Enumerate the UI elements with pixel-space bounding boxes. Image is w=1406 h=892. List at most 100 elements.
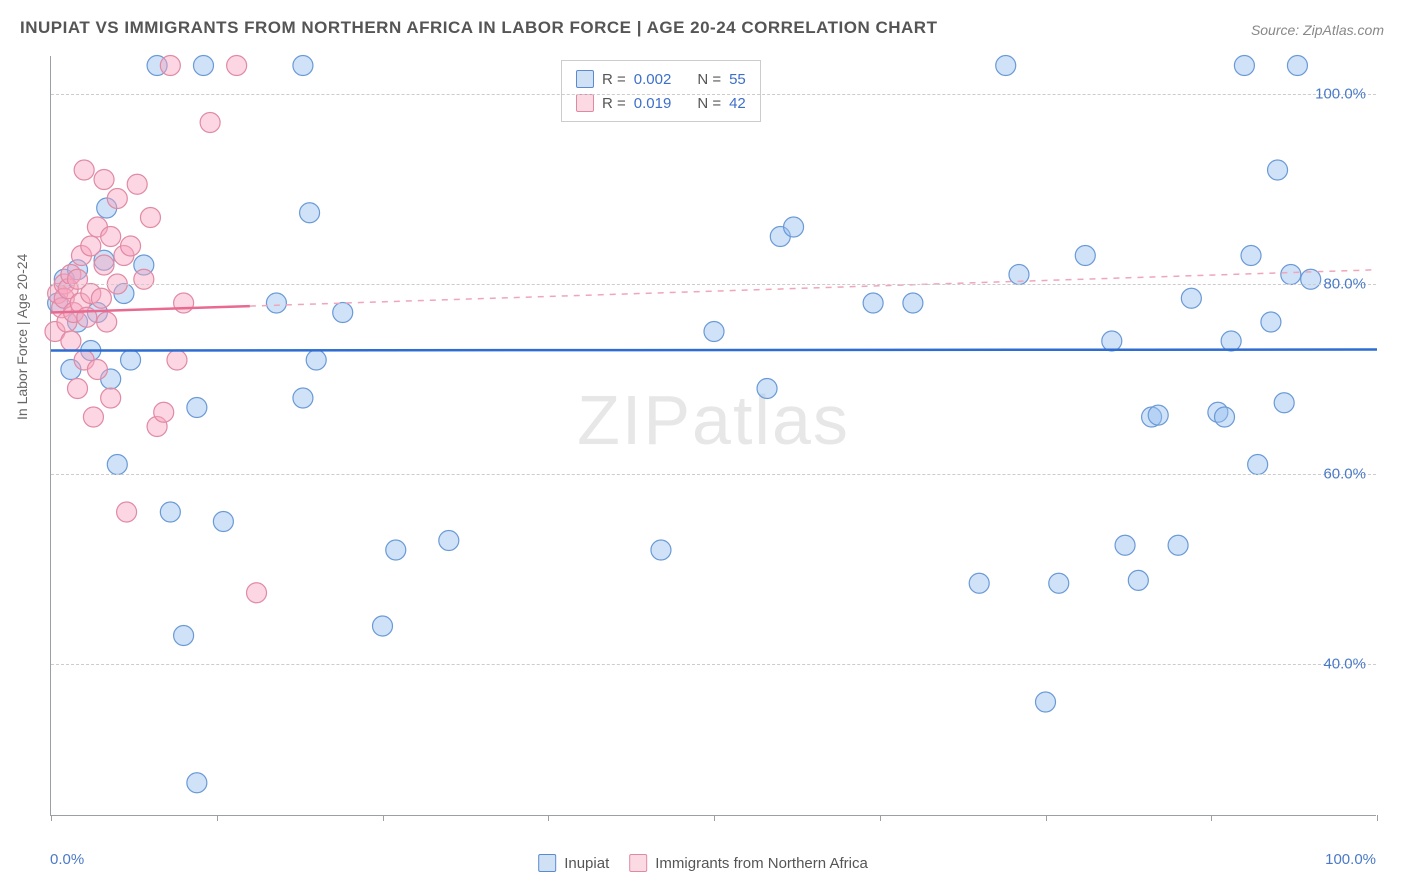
scatter-point xyxy=(154,402,174,422)
scatter-point xyxy=(969,573,989,593)
scatter-point xyxy=(107,189,127,209)
scatter-point xyxy=(247,583,267,603)
scatter-point xyxy=(101,388,121,408)
x-tick-mark xyxy=(714,815,715,821)
scatter-point xyxy=(1287,56,1307,76)
scatter-point xyxy=(651,540,671,560)
scatter-point xyxy=(1248,455,1268,475)
y-tick-label: 60.0% xyxy=(1323,466,1366,483)
scatter-point xyxy=(107,455,127,475)
scatter-point xyxy=(160,56,180,76)
scatter-point xyxy=(293,388,313,408)
x-tick-mark xyxy=(1377,815,1378,821)
chart-title: INUPIAT VS IMMIGRANTS FROM NORTHERN AFRI… xyxy=(20,18,937,38)
scatter-svg xyxy=(51,56,1377,816)
n-value-pink: 42 xyxy=(729,95,746,112)
n-value-blue: 55 xyxy=(729,71,746,88)
scatter-point xyxy=(757,379,777,399)
scatter-point xyxy=(1261,312,1281,332)
scatter-point xyxy=(1221,331,1241,351)
scatter-point xyxy=(996,56,1016,76)
scatter-point xyxy=(1148,405,1168,425)
scatter-point xyxy=(74,160,94,180)
scatter-point xyxy=(127,174,147,194)
x-tick-mark xyxy=(548,815,549,821)
scatter-point xyxy=(140,208,160,228)
y-tick-label: 80.0% xyxy=(1323,276,1366,293)
scatter-point xyxy=(91,288,111,308)
scatter-point xyxy=(174,293,194,313)
scatter-point xyxy=(784,217,804,237)
scatter-point xyxy=(187,773,207,793)
scatter-point xyxy=(1281,265,1301,285)
scatter-point xyxy=(1268,160,1288,180)
trend-line-pink-dash xyxy=(250,270,1377,306)
r-label: R = xyxy=(602,95,626,112)
scatter-point xyxy=(61,331,81,351)
y-tick-label: 40.0% xyxy=(1323,656,1366,673)
scatter-point xyxy=(134,269,154,289)
scatter-point xyxy=(1128,570,1148,590)
scatter-point xyxy=(1181,288,1201,308)
legend-label-immigrants: Immigrants from Northern Africa xyxy=(655,855,868,872)
swatch-pink-icon xyxy=(576,94,594,112)
bottom-legend: Inupiat Immigrants from Northern Africa xyxy=(538,854,868,872)
scatter-point xyxy=(160,502,180,522)
scatter-point xyxy=(293,56,313,76)
scatter-point xyxy=(121,236,141,256)
scatter-point xyxy=(1102,331,1122,351)
scatter-point xyxy=(1241,246,1261,266)
scatter-point xyxy=(227,56,247,76)
y-tick-label: 100.0% xyxy=(1315,86,1366,103)
scatter-point xyxy=(187,398,207,418)
gridline-h xyxy=(51,94,1376,95)
scatter-point xyxy=(903,293,923,313)
n-label: N = xyxy=(697,71,721,88)
scatter-point xyxy=(439,531,459,551)
stats-row-blue: R = 0.002 N = 55 xyxy=(576,67,746,91)
x-tick-label-min: 0.0% xyxy=(50,851,84,868)
scatter-point xyxy=(1036,692,1056,712)
scatter-point xyxy=(68,379,88,399)
scatter-point xyxy=(1115,535,1135,555)
x-tick-mark xyxy=(1046,815,1047,821)
swatch-blue-icon xyxy=(538,854,556,872)
scatter-point xyxy=(121,350,141,370)
scatter-point xyxy=(94,170,114,190)
source-attribution: Source: ZipAtlas.com xyxy=(1251,22,1384,38)
x-tick-label-max: 100.0% xyxy=(1325,851,1376,868)
scatter-point xyxy=(1168,535,1188,555)
x-tick-mark xyxy=(880,815,881,821)
plot-area: ZIPatlas R = 0.002 N = 55 R = 0.019 N = … xyxy=(50,56,1376,816)
scatter-point xyxy=(300,203,320,223)
r-label: R = xyxy=(602,71,626,88)
gridline-h xyxy=(51,284,1376,285)
scatter-point xyxy=(167,350,187,370)
gridline-h xyxy=(51,474,1376,475)
scatter-point xyxy=(200,113,220,133)
legend-item-immigrants: Immigrants from Northern Africa xyxy=(629,854,868,872)
scatter-point xyxy=(213,512,233,532)
x-tick-mark xyxy=(383,815,384,821)
scatter-point xyxy=(1049,573,1069,593)
swatch-blue-icon xyxy=(576,70,594,88)
scatter-point xyxy=(83,407,103,427)
scatter-point xyxy=(101,227,121,247)
scatter-point xyxy=(1234,56,1254,76)
scatter-point xyxy=(373,616,393,636)
scatter-point xyxy=(193,56,213,76)
stats-legend: R = 0.002 N = 55 R = 0.019 N = 42 xyxy=(561,60,761,122)
scatter-point xyxy=(704,322,724,342)
scatter-point xyxy=(1215,407,1235,427)
scatter-point xyxy=(1075,246,1095,266)
x-tick-mark xyxy=(51,815,52,821)
scatter-point xyxy=(306,350,326,370)
r-value-pink: 0.019 xyxy=(634,95,672,112)
scatter-point xyxy=(87,360,107,380)
swatch-pink-icon xyxy=(629,854,647,872)
x-tick-mark xyxy=(1211,815,1212,821)
scatter-point xyxy=(174,626,194,646)
r-value-blue: 0.002 xyxy=(634,71,672,88)
scatter-point xyxy=(1274,393,1294,413)
trend-line-blue xyxy=(51,350,1377,351)
